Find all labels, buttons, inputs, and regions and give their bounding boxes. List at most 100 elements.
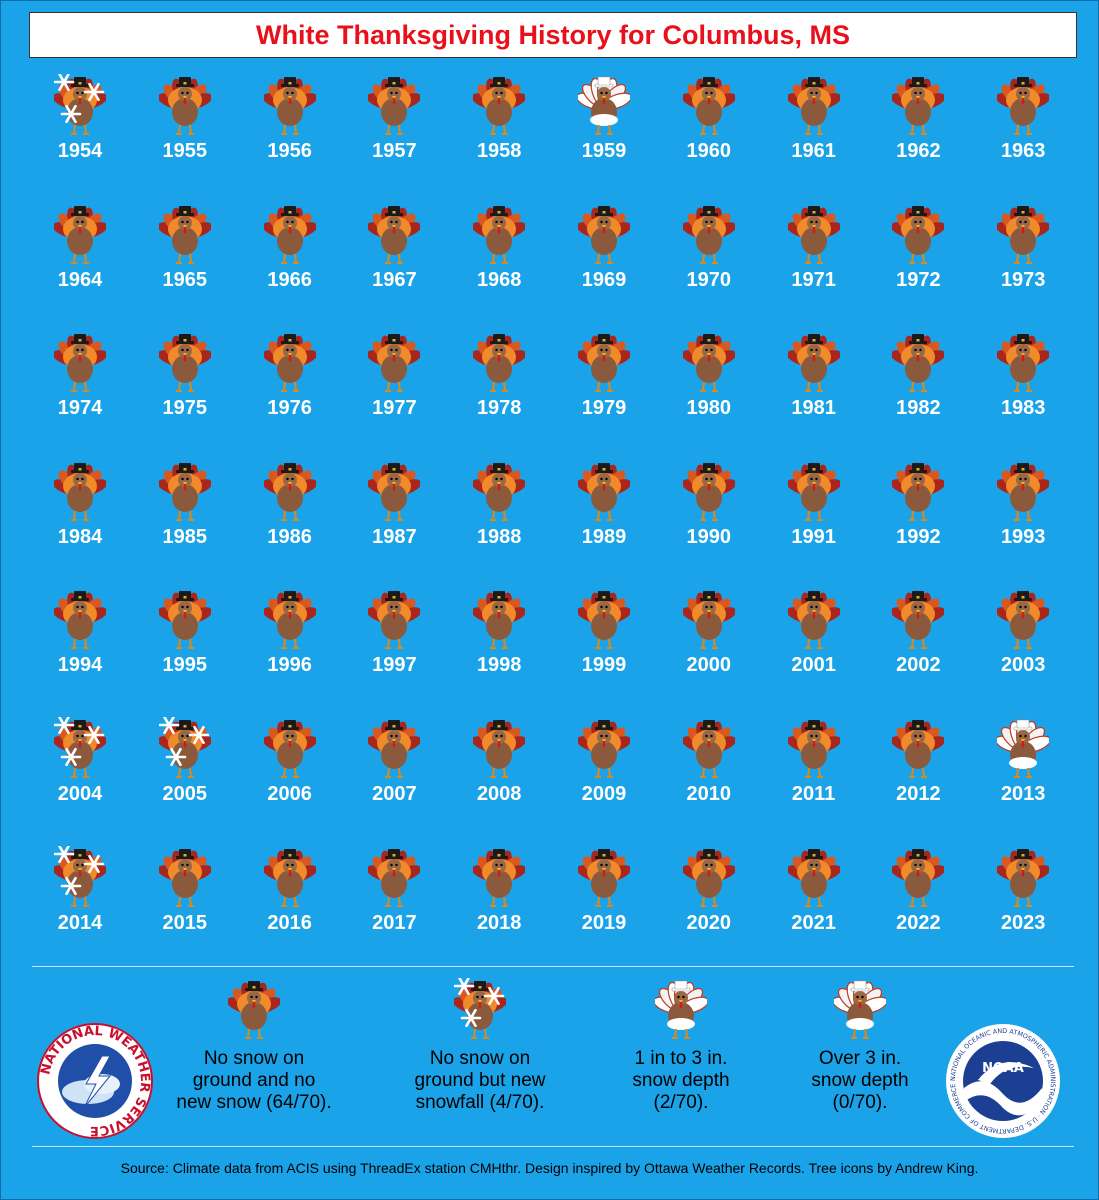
- legend-line: snowfall (4/70).: [415, 1092, 545, 1113]
- turkey-icon-none: [892, 720, 945, 778]
- year-cell-1996: 1996: [238, 584, 342, 694]
- turkey-icon-none: [787, 848, 840, 907]
- turkey-icon-light: [997, 719, 1050, 778]
- year-cell-2001: 2001: [762, 584, 866, 694]
- turkey-icon-new: [158, 717, 211, 778]
- year-cell-2015: 2015: [133, 842, 237, 952]
- year-cell-1992: 1992: [866, 456, 970, 566]
- year-cell-1987: 1987: [342, 456, 446, 566]
- year-cell-2012: 2012: [866, 713, 970, 823]
- turkey-icon-none: [682, 720, 735, 778]
- turkey-icon-none: [158, 334, 211, 393]
- turkey-icon-none: [787, 591, 840, 650]
- turkey-icon-none: [997, 591, 1050, 650]
- turkey-icon-none: [682, 77, 735, 135]
- legend-turkey-icon-none: [228, 981, 280, 1039]
- year-label: 1969: [581, 268, 627, 291]
- year-label: 1977: [372, 397, 417, 420]
- year-label: 1984: [57, 525, 103, 548]
- legend-line: (0/70).: [832, 1092, 888, 1113]
- year-cell-2021: 2021: [762, 842, 866, 952]
- year-cell-2003: 2003: [971, 584, 1075, 694]
- turkey-icon-none: [368, 334, 421, 393]
- year-label: 2003: [1000, 654, 1046, 677]
- turkey-icon-none: [787, 334, 840, 393]
- year-label: 1990: [686, 525, 732, 548]
- year-cell-1994: 1994: [28, 584, 132, 694]
- turkey-icon-none: [682, 205, 735, 264]
- turkey-icon-none: [263, 848, 316, 907]
- year-cell-2019: 2019: [552, 842, 656, 952]
- year-label: 1995: [162, 654, 208, 677]
- year-cell-1961: 1961: [762, 70, 866, 180]
- year-cell-1983: 1983: [971, 327, 1075, 437]
- legend-line: new snow (64/70).: [176, 1092, 332, 1113]
- year-label: 2013: [1000, 783, 1046, 805]
- year-label: 1959: [581, 140, 627, 162]
- year-cell-2023: 2023: [971, 842, 1075, 952]
- year-label: 1993: [1000, 525, 1046, 548]
- year-cell-1959: 1959: [552, 70, 656, 180]
- year-cell-1962: 1962: [866, 70, 970, 180]
- year-label: 1968: [476, 268, 522, 291]
- legend-line: ground but new: [414, 1070, 546, 1091]
- turkey-icon-none: [892, 77, 945, 135]
- year-label: 2019: [581, 911, 627, 934]
- turkey-icon-none: [997, 334, 1050, 393]
- legend-label-light: 1 in to 3 in. snow depth (2/70).: [581, 1048, 781, 1114]
- year-cell-1956: 1956: [238, 70, 342, 180]
- source-note: Source: Climate data from ACIS using Thr…: [120, 1160, 979, 1176]
- year-label: 2016: [267, 911, 312, 934]
- year-cell-1973: 1973: [971, 199, 1075, 309]
- year-cell-1976: 1976: [238, 327, 342, 437]
- turkey-icon-none: [892, 205, 945, 264]
- year-cell-1995: 1995: [133, 584, 237, 694]
- year-label: 1955: [162, 140, 208, 162]
- year-label: 1974: [57, 397, 103, 420]
- turkey-icon-none: [682, 334, 735, 393]
- year-cell-1999: 1999: [552, 584, 656, 694]
- turkey-icon-none: [54, 591, 106, 650]
- year-cell-1968: 1968: [447, 199, 551, 309]
- turkey-icon-none: [263, 720, 316, 778]
- year-label: 1982: [896, 397, 941, 420]
- year-cell-2011: 2011: [762, 713, 866, 823]
- turkey-icon-none: [158, 77, 211, 135]
- year-cell-2007: 2007: [342, 713, 446, 823]
- year-label: 1967: [372, 268, 417, 291]
- year-cell-1960: 1960: [657, 70, 761, 180]
- year-label: 2021: [791, 911, 836, 934]
- year-label: 1983: [1000, 397, 1046, 420]
- year-label: 1987: [372, 525, 417, 548]
- turkey-icon-none: [473, 848, 526, 907]
- turkey-icon-none: [263, 205, 316, 264]
- legend-top-divider: [32, 966, 1074, 967]
- turkey-icon-none: [578, 205, 630, 264]
- year-cell-1975: 1975: [133, 327, 237, 437]
- year-cell-2002: 2002: [866, 584, 970, 694]
- year-cell-1971: 1971: [762, 199, 866, 309]
- year-cell-1958: 1958: [447, 70, 551, 180]
- year-cell-2005: 2005: [133, 713, 237, 823]
- year-label: 1957: [372, 140, 417, 162]
- title-box: White Thanksgiving History for Columbus,…: [29, 12, 1077, 58]
- turkey-icon-none: [787, 205, 840, 264]
- year-cell-1981: 1981: [762, 327, 866, 437]
- legend-line: Over 3 in.: [818, 1048, 902, 1069]
- year-label: 1989: [581, 525, 627, 548]
- year-cell-1972: 1972: [866, 199, 970, 309]
- year-cell-2018: 2018: [447, 842, 551, 952]
- year-cell-1993: 1993: [971, 456, 1075, 566]
- year-cell-1970: 1970: [657, 199, 761, 309]
- year-cell-2000: 2000: [657, 584, 761, 694]
- turkey-icon-none: [368, 720, 421, 778]
- turkey-icon-none: [892, 848, 945, 907]
- year-label: 1954: [57, 140, 103, 162]
- year-label: 1965: [162, 268, 208, 291]
- year-cell-1985: 1985: [133, 456, 237, 566]
- turkey-icon-none: [158, 848, 211, 907]
- svg-text:NOAA: NOAA: [982, 1061, 1024, 1076]
- legend-line: 1 in to 3 in.: [634, 1048, 728, 1069]
- turkey-icon-none: [368, 205, 421, 264]
- year-cell-1966: 1966: [238, 199, 342, 309]
